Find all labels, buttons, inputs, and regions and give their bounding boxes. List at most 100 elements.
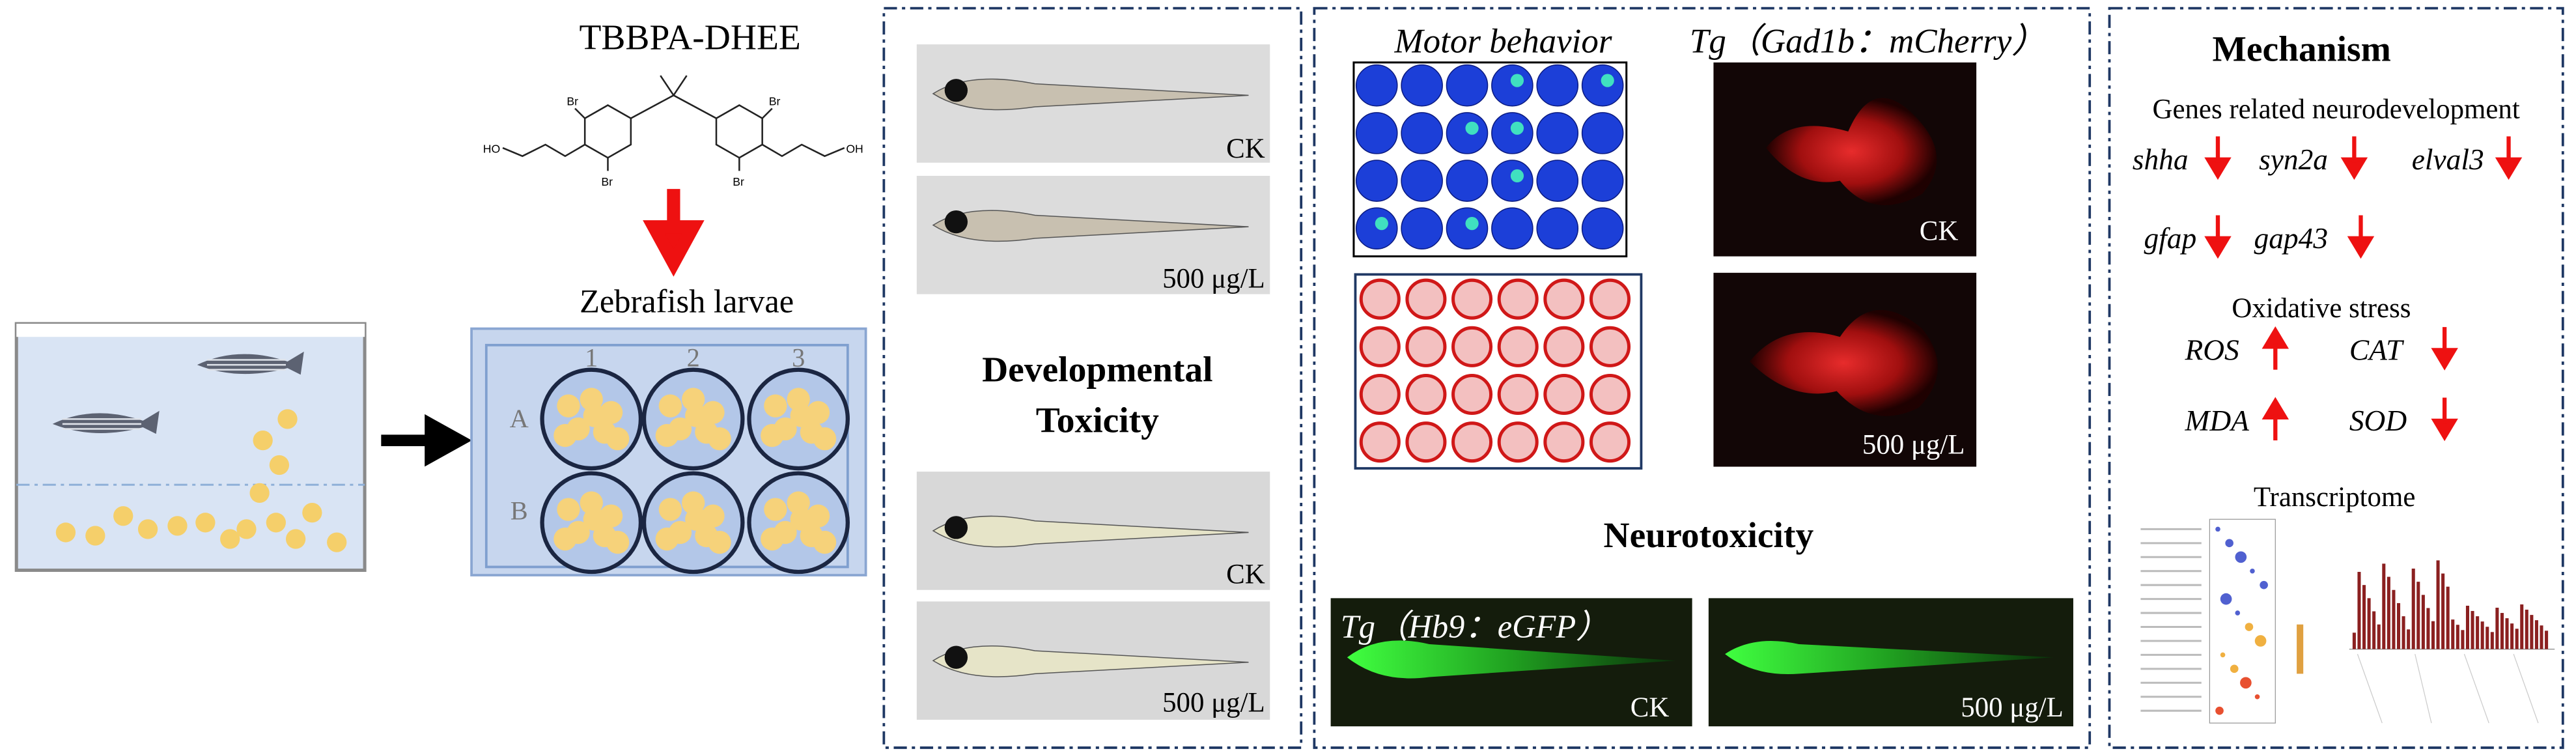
motor-well [1536,207,1579,249]
larva-images [916,44,1270,720]
larva [606,530,630,554]
track-well [1405,326,1447,367]
larva-eye [944,516,968,539]
trend-arrow [2261,397,2289,441]
larva [557,498,580,521]
dot [2220,593,2232,605]
larva [685,404,708,427]
motor-well [1355,207,1398,249]
trend-arrow [2431,327,2458,371]
larva-eye [944,79,968,102]
egg [277,409,298,429]
larva [557,394,580,418]
trend-arrow [2261,326,2289,370]
gene: elval3 [2412,143,2484,176]
row-label: A [510,404,529,433]
motor-well [1491,160,1533,202]
molecule [502,75,845,171]
row-label: B [511,496,528,525]
motor-well [1581,112,1624,154]
column-label: 3 [792,343,805,373]
motor-well [1401,64,1443,107]
motor-well [1536,160,1579,202]
egg [285,529,306,549]
trend-arrow [2340,136,2368,180]
track-well [1359,421,1401,463]
image-label: 500 μg/L [1961,692,2064,723]
section-title: Toxicity [1036,401,1159,441]
bar [2525,610,2528,649]
motor-well [1446,64,1489,107]
activity [1465,121,1479,135]
bar [2421,595,2425,649]
motor-title: Motor behavior [1394,23,1612,61]
larva [761,527,784,551]
egg [55,522,76,543]
bar [2545,631,2549,649]
egg [269,455,290,475]
motor-well [1491,64,1533,107]
track-well [1405,278,1447,320]
track-well [1359,278,1401,320]
activity [1601,74,1614,87]
larva-eye [944,210,968,234]
larva [658,394,682,418]
larva [553,527,577,551]
egg [113,506,133,526]
activity [1465,217,1479,231]
bar [2471,611,2474,649]
larva [764,394,787,418]
larva [655,423,679,447]
bar [2505,618,2509,649]
section-title: Developmental [982,350,1213,390]
image-label: CK [1226,134,1265,164]
larva [790,507,813,531]
egg [236,519,257,539]
subject: Zebrafish larvae [580,283,794,319]
column-label: 2 [687,343,700,373]
track-well [1497,421,1539,463]
bar [2476,616,2480,649]
egg [195,513,216,533]
dot-plot [2209,518,2276,724]
plate-wells [540,367,850,574]
bar [2367,598,2371,649]
image-label: CK [1226,560,1265,590]
motor-well [1355,160,1398,202]
bar [2480,621,2484,649]
dot [2240,677,2252,689]
larva [813,530,837,554]
track-well [1405,373,1447,416]
bar [2461,630,2465,649]
larva [790,404,813,427]
atom-label: Br [567,94,578,107]
egg [137,519,158,539]
hb9-title: Tg（Hb9：eGFP） [1341,608,1609,645]
egg [167,516,188,536]
activity [1510,74,1524,87]
trend-arrow [2347,215,2375,259]
gene: gfap [2144,222,2196,255]
dot [2220,652,2226,658]
atom-label: Br [733,175,744,188]
bar [2426,608,2430,649]
motor-wells [1355,64,1631,463]
panel-borders [882,7,2564,749]
track-well [1543,421,1585,463]
trend-arrow [2204,136,2232,180]
larva [685,507,708,531]
motor-well [1446,112,1489,154]
trend-arrow [2431,397,2458,442]
molecule-labels: Br Br Br Br HO OH [483,94,863,188]
motor-well [1401,160,1443,202]
track-well [1451,326,1493,367]
bar [2372,611,2376,649]
track-well [1543,373,1585,416]
marker: CAT [2349,334,2404,367]
activity [1375,217,1388,231]
track-well [1589,421,1631,463]
larva [658,498,682,521]
column-label: 1 [585,343,598,373]
track-well [1451,373,1493,416]
